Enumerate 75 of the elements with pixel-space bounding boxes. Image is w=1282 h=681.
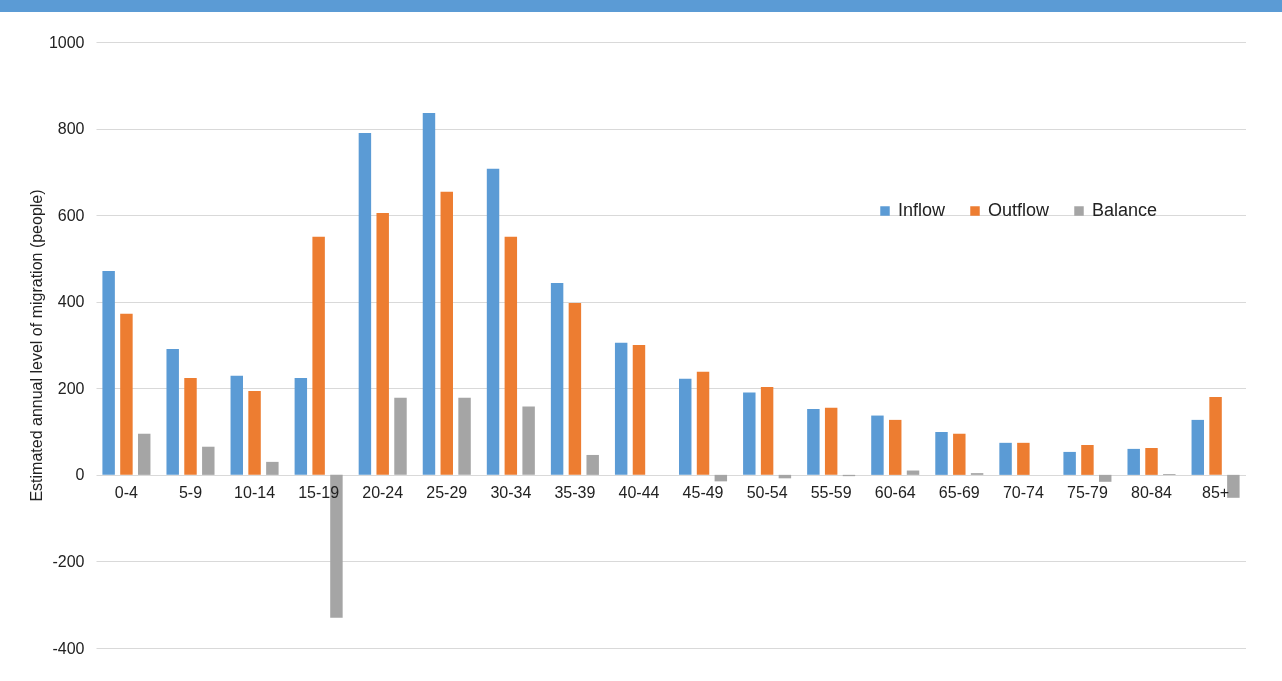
- x-tick-label: 55-59: [810, 484, 852, 502]
- x-tick-label: 35-39: [554, 484, 596, 502]
- y-tick-label: 200: [57, 379, 85, 397]
- bar: [1209, 396, 1222, 475]
- bar: [248, 390, 261, 475]
- bar: [522, 406, 535, 475]
- bar: [166, 348, 179, 475]
- bar: [1191, 419, 1204, 475]
- bar: [807, 409, 820, 475]
- bar: [696, 371, 710, 475]
- bar: [614, 342, 628, 475]
- x-tick-label: 20-24: [362, 484, 404, 502]
- bar: [138, 433, 151, 475]
- bar: [1017, 442, 1030, 475]
- x-tick-label: 75-79: [1066, 484, 1108, 502]
- x-tick-label: 40-44: [618, 484, 660, 502]
- bar: [743, 392, 756, 475]
- y-tick-label: 400: [57, 293, 85, 311]
- x-tick-label: 15-19: [298, 484, 340, 502]
- bar: [376, 212, 389, 475]
- bar: [824, 407, 838, 475]
- x-tick-label: 5-9: [178, 484, 203, 502]
- x-tick-label: 45-49: [682, 484, 724, 502]
- bar: [230, 375, 243, 475]
- bar: [568, 303, 582, 475]
- bar: [1081, 444, 1094, 475]
- x-tick-label: 25-29: [426, 484, 468, 502]
- x-tick-label: 70-74: [1002, 484, 1044, 502]
- y-tick-label: -200: [52, 552, 85, 570]
- legend-label: Inflow: [898, 200, 947, 220]
- y-axis-title: Estimated annual level of migration (people): [27, 189, 45, 502]
- x-tick-label: 10-14: [234, 484, 276, 502]
- legend-label: Balance: [1092, 200, 1158, 220]
- bar: [871, 415, 884, 475]
- y-tick-label: 0: [75, 466, 85, 484]
- bar: [266, 461, 279, 475]
- x-tick-label: 65-69: [938, 484, 980, 502]
- bar: [102, 270, 115, 475]
- bar: [1063, 451, 1076, 475]
- bar: [422, 112, 436, 475]
- bar: [440, 191, 453, 475]
- bar: [394, 397, 407, 475]
- bar: [586, 454, 599, 475]
- y-tick-label: 600: [57, 206, 85, 224]
- bar: [294, 377, 308, 475]
- bar: [358, 132, 372, 475]
- bar: [679, 378, 692, 475]
- x-tick-label: 85+: [1202, 484, 1230, 502]
- bar: [312, 236, 325, 475]
- y-tick-label: -400: [52, 639, 85, 657]
- bar: [486, 168, 500, 475]
- bar: [1127, 448, 1140, 475]
- bar: [1145, 448, 1158, 475]
- bar: [999, 442, 1012, 475]
- bar: [202, 446, 215, 475]
- bar: [1227, 474, 1240, 498]
- y-tick-label: 1000: [48, 33, 85, 51]
- x-tick-label: 0-4: [114, 484, 139, 502]
- x-tick-label: 30-34: [490, 484, 532, 502]
- bar: [458, 397, 471, 475]
- x-tick-label: 80-84: [1131, 484, 1173, 502]
- bar: [184, 377, 197, 475]
- bar: [550, 283, 564, 475]
- y-tick-label: 800: [57, 120, 85, 138]
- bar: [120, 313, 133, 475]
- x-tick-label: 50-54: [746, 484, 788, 502]
- x-tick-label: 60-64: [874, 484, 916, 502]
- bar: [760, 386, 774, 475]
- legend-label: Outflow: [988, 200, 1051, 220]
- bar: [953, 433, 966, 475]
- bar: [504, 236, 518, 475]
- bar: [1099, 474, 1112, 482]
- bar: [935, 432, 948, 475]
- bar: [889, 419, 902, 475]
- bar: [632, 345, 646, 475]
